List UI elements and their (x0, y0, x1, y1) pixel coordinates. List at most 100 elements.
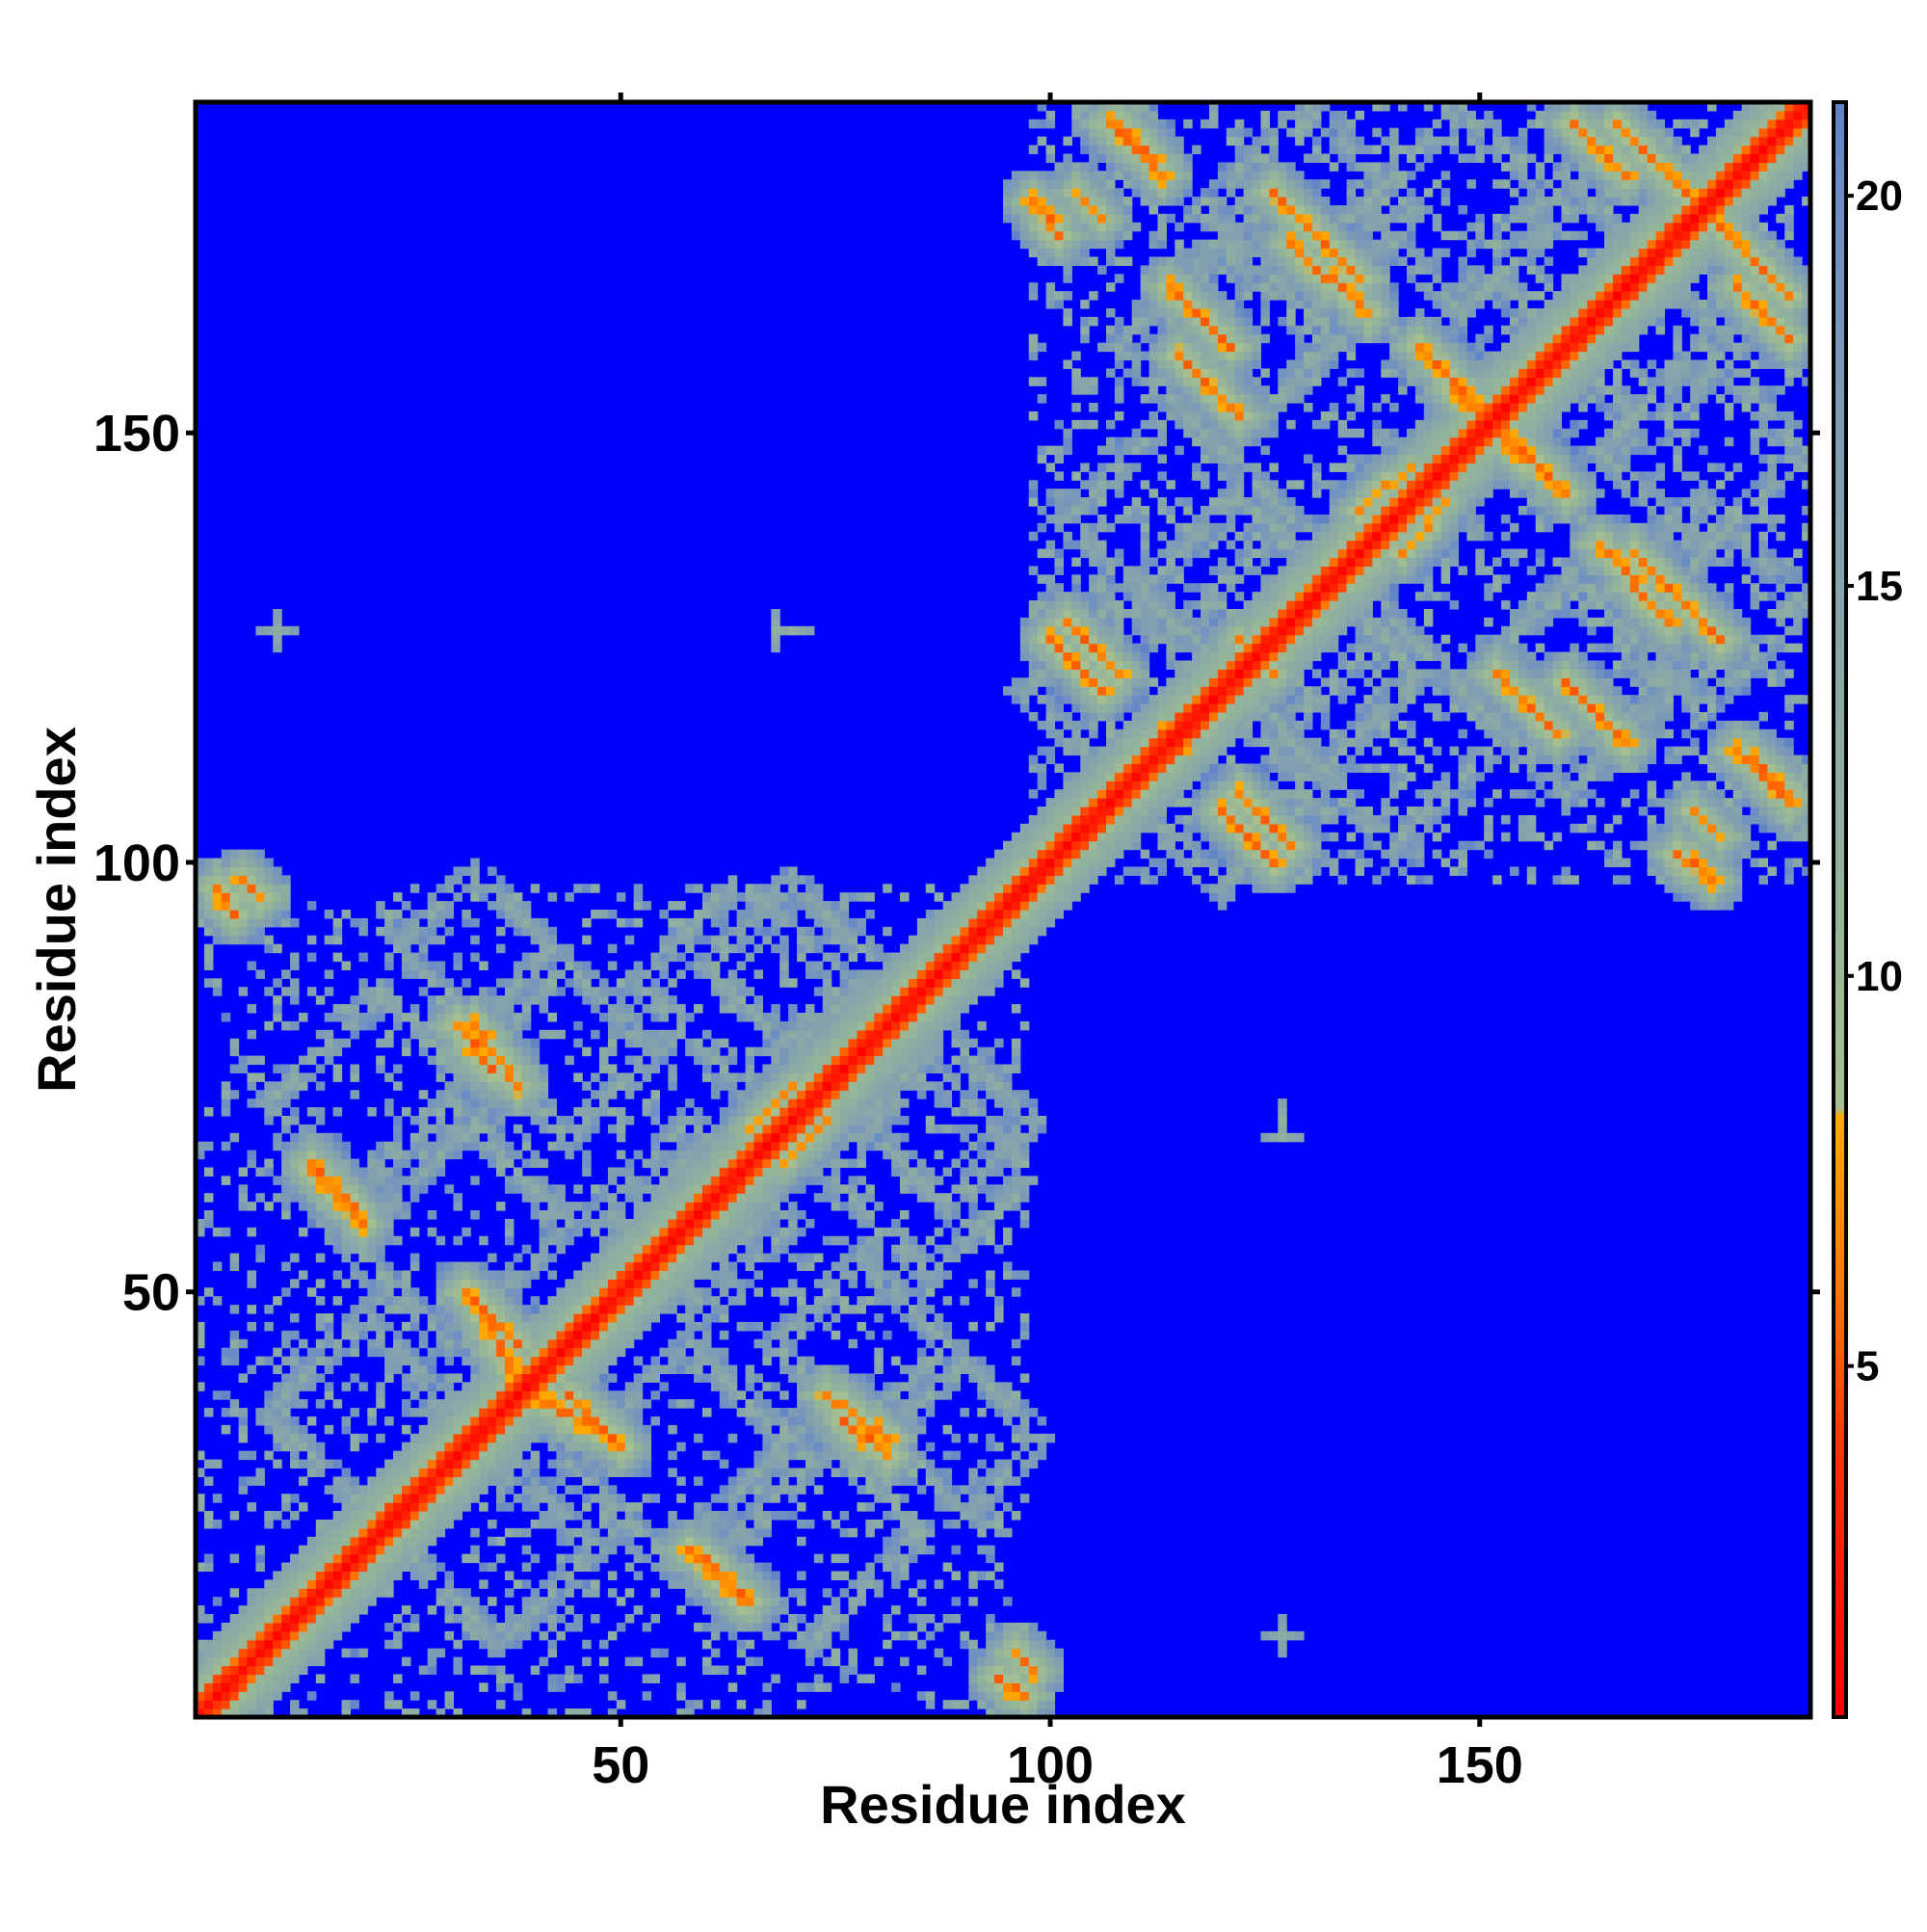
heatmap-cell (650, 1038, 660, 1048)
heatmap-cell (513, 1029, 523, 1040)
heatmap-cell (951, 1107, 962, 1117)
heatmap-cell (229, 1356, 240, 1366)
heatmap-cell (607, 1459, 618, 1469)
heatmap-cell (229, 917, 240, 928)
heatmap-cell (642, 1253, 652, 1263)
heatmap-cell (513, 961, 523, 970)
heatmap-cell (883, 1553, 892, 1564)
heatmap-cell (513, 1038, 523, 1048)
heatmap-cell (582, 1442, 592, 1452)
heatmap-cell (934, 1622, 944, 1632)
heatmap-cell (891, 1270, 901, 1280)
heatmap-cell (298, 1055, 308, 1066)
heatmap-cell (916, 1382, 927, 1391)
heatmap-cell (779, 1055, 789, 1066)
heatmap-cell (273, 1579, 282, 1589)
heatmap-cell (376, 1588, 385, 1598)
heatmap-cell (358, 1562, 368, 1573)
heatmap-cell (427, 995, 437, 1005)
heatmap-cell (255, 917, 265, 928)
heatmap-cell (874, 952, 884, 963)
heatmap-cell (659, 1210, 669, 1220)
heatmap-cell (298, 1399, 308, 1409)
heatmap-cell (462, 1132, 471, 1143)
heatmap-cell (701, 1210, 712, 1220)
heatmap-cell (694, 1433, 703, 1443)
heatmap-cell (496, 1321, 506, 1332)
heatmap-cell (908, 1468, 918, 1477)
heatmap-cell (504, 1442, 515, 1452)
heatmap-cell (925, 1399, 936, 1409)
heatmap-cell (367, 995, 377, 1005)
heatmap-cell (865, 978, 875, 988)
heatmap-cell (247, 1682, 256, 1692)
heatmap-cell (547, 1442, 558, 1452)
heatmap-cell (900, 1442, 910, 1452)
heatmap-cell (384, 1218, 394, 1229)
heatmap-cell (694, 1305, 703, 1314)
heatmap-cell (908, 1553, 918, 1564)
heatmap-cell (745, 1485, 755, 1495)
heatmap-cell (530, 1210, 541, 1220)
heatmap-cell (281, 1261, 291, 1272)
heatmap-cell (797, 1072, 806, 1082)
heatmap-cell (736, 1597, 747, 1606)
heatmap-cell (238, 1682, 249, 1692)
heatmap-cell (668, 1244, 677, 1255)
heatmap-cell (831, 1364, 841, 1374)
heatmap-cell (599, 978, 609, 988)
heatmap-cell (599, 1244, 609, 1255)
heatmap-cell (694, 1227, 703, 1237)
heatmap-cell (676, 926, 686, 937)
heatmap-cell (942, 987, 953, 996)
heatmap-cell (376, 1494, 385, 1503)
heatmap-cell (762, 1468, 772, 1477)
heatmap-cell (960, 1296, 969, 1306)
heatmap-cell (874, 1459, 884, 1469)
heatmap-cell (315, 995, 326, 1005)
heatmap-cell (831, 1038, 841, 1048)
heatmap-cell (942, 1485, 953, 1495)
heatmap-cell (247, 1622, 256, 1632)
heatmap-cell (650, 952, 660, 963)
heatmap-cell (376, 1390, 385, 1400)
heatmap-cell (727, 884, 738, 893)
heatmap-cell (290, 1424, 300, 1435)
heatmap-cell (384, 1305, 394, 1314)
heatmap-cell (324, 1553, 334, 1564)
heatmap-cell (462, 1399, 471, 1409)
heatmap-cell (727, 1270, 738, 1280)
heatmap-cell (479, 1459, 488, 1469)
heatmap-cell (264, 1390, 274, 1400)
heatmap-cell (942, 1218, 953, 1229)
heatmap-cell (281, 1338, 291, 1349)
heatmap-cell (290, 1141, 300, 1151)
heatmap-cell (444, 995, 455, 1005)
heatmap-cell (745, 1090, 755, 1099)
heatmap-cell (255, 1656, 265, 1667)
heatmap-cell (418, 969, 429, 979)
heatmap-cell (831, 961, 841, 970)
heatmap-cell (470, 1270, 480, 1280)
heatmap-cell (530, 1305, 541, 1314)
heatmap-cell (779, 1450, 789, 1461)
heatmap-cell (573, 1287, 583, 1297)
heatmap-cell (462, 1098, 471, 1108)
heatmap-cell (196, 1691, 205, 1701)
heatmap-cell (212, 866, 223, 876)
heatmap-cell (401, 901, 411, 911)
heatmap-cell (813, 884, 824, 893)
heatmap-cell (916, 1347, 927, 1358)
heatmap-cell (745, 1227, 755, 1237)
heatmap-cell (968, 1364, 978, 1374)
heatmap-cell (281, 1665, 291, 1676)
heatmap-cell (298, 1571, 308, 1580)
heatmap-cell (736, 935, 747, 945)
heatmap-cell (960, 987, 969, 996)
heatmap-cell (797, 1408, 806, 1417)
heatmap-cell (470, 884, 480, 893)
heatmap-cell (633, 1202, 644, 1211)
heatmap-cell (306, 1055, 317, 1066)
heatmap-cell (290, 1597, 300, 1606)
heatmap-cell (418, 935, 429, 945)
